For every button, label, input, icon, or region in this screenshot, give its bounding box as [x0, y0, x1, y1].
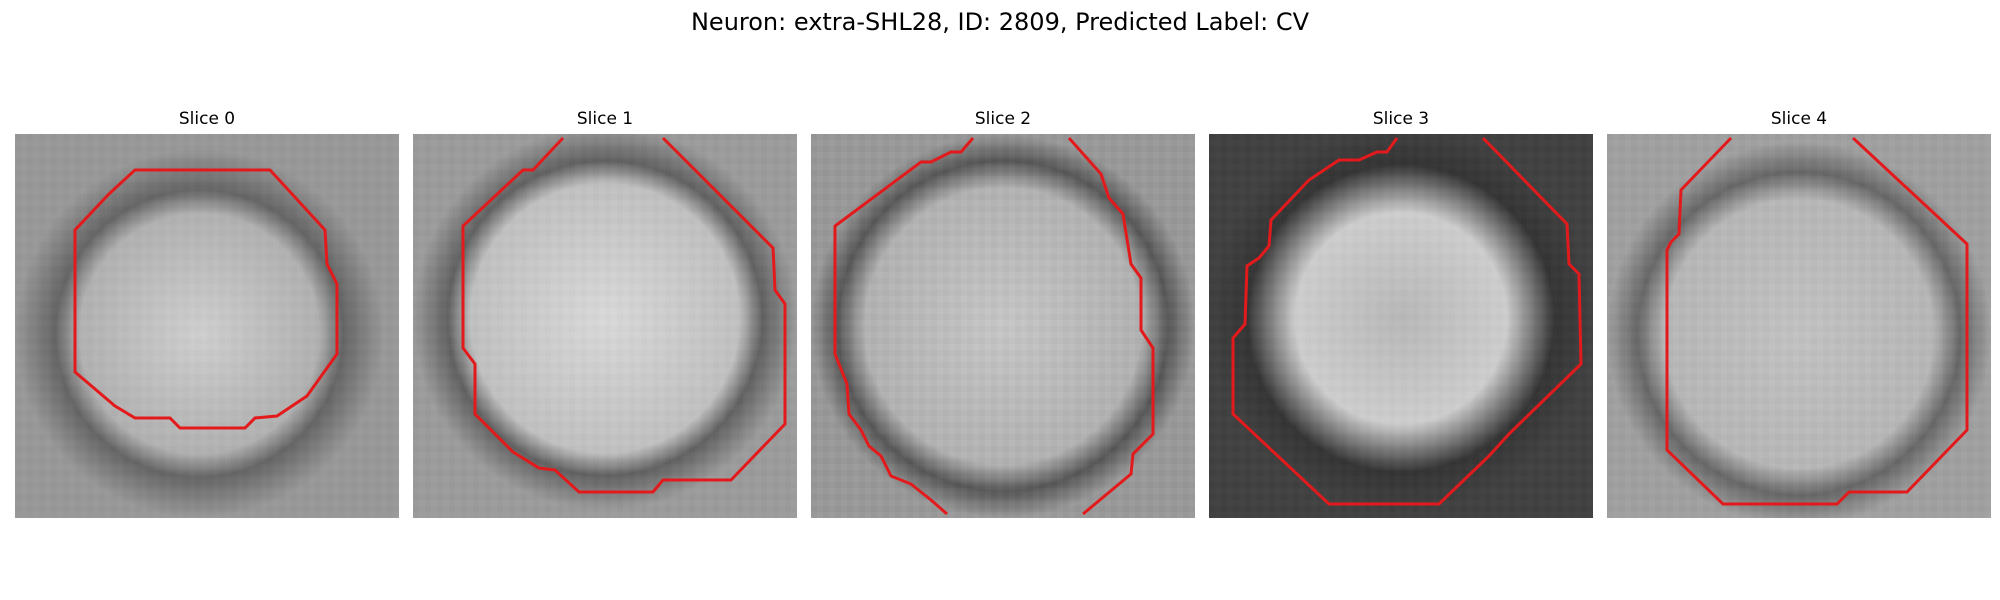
figure-title: Neuron: extra-SHL28, ID: 2809, Predicted… — [690, 8, 1310, 36]
slice-image-2 — [811, 134, 1195, 518]
contour-1 — [461, 136, 787, 494]
slice-image-1 — [413, 134, 797, 518]
slice-panel-3: Slice 3 — [1209, 108, 1593, 540]
contour-0 — [73, 168, 339, 430]
contour-2a — [833, 137, 975, 516]
slice-panel-1: Slice 1 — [413, 108, 797, 540]
contour-3 — [1231, 136, 1583, 506]
slice-panel-2: Slice 2 — [811, 108, 1195, 540]
slice-title-4: Slice 4 — [1770, 109, 1828, 129]
slice-panel-0: Slice 0 — [15, 108, 399, 540]
slice-title-2: Slice 2 — [974, 109, 1032, 129]
slice-panel-4: Slice 4 — [1607, 108, 1991, 540]
contour-2b — [1067, 137, 1155, 516]
slice-title-0: Slice 0 — [178, 109, 236, 129]
slice-title-3: Slice 3 — [1372, 109, 1430, 129]
slice-image-0 — [15, 134, 399, 518]
slice-title-1: Slice 1 — [576, 109, 634, 129]
contour-4 — [1665, 136, 1969, 506]
slice-image-4 — [1607, 134, 1991, 518]
slice-image-3 — [1209, 134, 1593, 518]
